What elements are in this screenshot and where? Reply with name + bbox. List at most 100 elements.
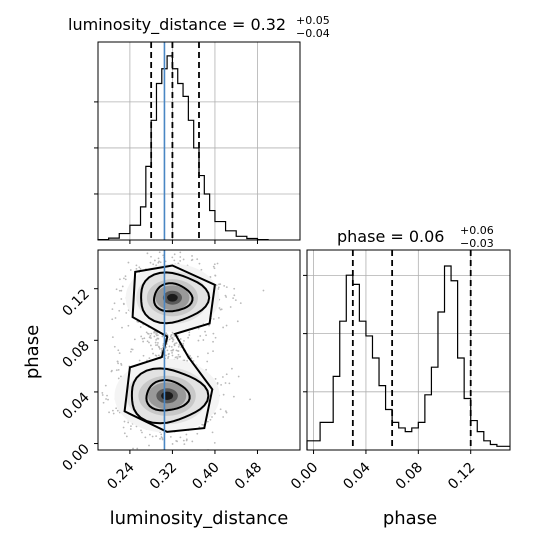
sample-point	[182, 439, 185, 442]
sample-point	[190, 357, 193, 360]
sample-point	[249, 398, 252, 401]
sample-point	[133, 338, 136, 341]
sample-point	[138, 359, 141, 362]
sample-point	[153, 335, 156, 338]
sample-point	[206, 420, 209, 423]
sample-point	[124, 278, 127, 281]
sample-point	[161, 438, 164, 441]
sample-point	[150, 255, 152, 258]
sample-point	[224, 382, 227, 384]
sample-point	[101, 392, 104, 394]
sample-point	[144, 436, 147, 439]
sample-point	[101, 394, 104, 396]
sample-point	[217, 288, 220, 290]
sample-point	[160, 436, 163, 438]
sample-point	[225, 373, 228, 376]
sample-point	[183, 339, 185, 342]
sample-point	[224, 294, 227, 297]
sample-point	[127, 324, 130, 327]
sample-point	[170, 337, 173, 340]
sample-point	[149, 344, 152, 347]
sample-point	[218, 307, 221, 309]
sample-point	[170, 349, 173, 352]
sample-point	[175, 342, 178, 344]
sample-point	[185, 439, 188, 442]
sample-point	[111, 336, 114, 339]
sample-point	[179, 256, 182, 258]
sample-point	[148, 357, 151, 360]
sample-point	[182, 342, 185, 345]
sample-point	[159, 235, 161, 237]
sample-point	[231, 367, 233, 370]
sample-point	[179, 260, 182, 262]
sample-point	[168, 338, 171, 341]
panel-frame	[97, 41, 301, 241]
sample-point	[156, 337, 159, 340]
sample-point	[197, 327, 200, 330]
sample-point	[179, 436, 182, 439]
x-tick-label: 0.12	[445, 460, 478, 493]
luminosity-distance-title-upper-error: +0.05	[296, 14, 330, 27]
sample-point	[214, 336, 217, 339]
sample-point	[154, 341, 157, 344]
sample-point	[169, 335, 172, 338]
sample-point	[117, 349, 120, 352]
sample-point	[225, 411, 228, 414]
sample-point	[197, 339, 200, 342]
sample-point	[150, 337, 152, 339]
sample-point	[127, 421, 130, 424]
phase-title-lower-error: −0.03	[460, 237, 494, 250]
y-tick-label: 0.04	[59, 389, 92, 422]
sample-point	[205, 334, 207, 337]
x-axis-label-phase: phase	[383, 508, 437, 529]
sample-point	[146, 252, 149, 255]
sample-point	[196, 258, 199, 261]
sample-point	[237, 375, 240, 378]
sample-point	[212, 332, 215, 335]
sample-point	[173, 259, 176, 262]
sample-point	[167, 357, 169, 359]
sample-point	[212, 350, 214, 353]
x-tick-label: 0.48	[232, 460, 265, 493]
sample-point	[153, 331, 156, 334]
sample-point	[177, 353, 180, 356]
sample-point	[191, 440, 194, 443]
panel-frame	[306, 249, 511, 451]
sample-point	[222, 326, 225, 329]
y-tick-label: 0.08	[59, 338, 92, 371]
sample-point	[159, 437, 161, 440]
sample-point	[196, 432, 199, 435]
sample-point	[179, 251, 182, 254]
sample-point	[117, 368, 120, 371]
sample-point	[158, 346, 161, 349]
contour-inner	[152, 282, 194, 313]
sample-point	[221, 376, 224, 378]
sample-point	[212, 265, 215, 268]
sample-point	[233, 294, 236, 297]
sample-point	[132, 447, 134, 450]
sample-point	[147, 332, 149, 335]
sample-point	[262, 289, 265, 292]
sample-point	[177, 350, 180, 352]
sample-point	[141, 337, 144, 340]
sample-point	[171, 351, 173, 354]
sample-point	[174, 356, 177, 359]
x-tick-label: 0.32	[147, 460, 180, 493]
sample-point	[160, 433, 163, 436]
contour-inner	[145, 379, 191, 412]
sample-point	[239, 302, 242, 305]
sample-point	[165, 354, 167, 357]
sample-point	[219, 283, 222, 286]
sample-point	[125, 312, 128, 314]
sample-point	[125, 435, 128, 438]
sample-point	[104, 384, 107, 387]
sample-point	[219, 308, 222, 311]
phase-title-upper-error: +0.06	[460, 224, 494, 237]
sample-point	[129, 350, 132, 353]
x-tick-label: 0.00	[288, 460, 321, 493]
sample-point	[156, 331, 159, 334]
sample-point	[123, 420, 126, 423]
sample-point	[54, 444, 56, 446]
sample-point	[219, 408, 222, 411]
sample-point	[211, 431, 214, 434]
